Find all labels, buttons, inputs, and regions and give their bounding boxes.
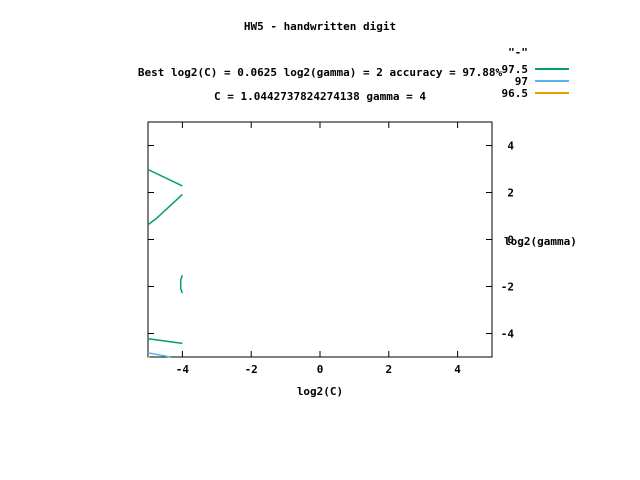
contour-line-97-5: [147, 193, 183, 226]
contour-line-97: [147, 352, 171, 358]
legend-label: 97.5: [502, 63, 529, 76]
chart-subtitle-1: Best log2(C) = 0.0625 log2(gamma) = 2 ac…: [138, 66, 503, 79]
y-tick-label: -4: [501, 328, 515, 341]
legend-title: "-": [508, 46, 528, 59]
x-axis-label: log2(C): [297, 385, 343, 398]
x-tick-label: -4: [176, 363, 190, 376]
x-axis-ticks: -4 -2 0 2 4: [176, 122, 461, 376]
y-tick-label: -2: [501, 281, 514, 294]
y-tick-label: 2: [507, 187, 514, 200]
y-axis-label: log2(gamma): [504, 235, 577, 248]
contour-line-97-5: [147, 337, 183, 345]
y-tick-label: 4: [507, 140, 514, 153]
y-axis-ticks: -4 -2 0 2 4: [148, 140, 514, 341]
x-tick-label: 2: [385, 363, 392, 376]
chart-title: HW5 - handwritten digit: [244, 20, 396, 33]
chart-subtitle-2: C = 1.0442737824274138 gamma = 4: [214, 90, 426, 103]
x-tick-label: 0: [317, 363, 324, 376]
x-tick-label: 4: [454, 363, 461, 376]
legend-label: 96.5: [502, 87, 529, 100]
x-tick-label: -2: [245, 363, 258, 376]
plot-frame: [147, 121, 493, 358]
y-tick-label: 0: [507, 234, 514, 247]
legend-label: 97: [515, 75, 528, 88]
contour-line-97-5: [147, 168, 183, 187]
plot-area: [147, 168, 184, 358]
contour-line-97-5: [179, 274, 184, 294]
